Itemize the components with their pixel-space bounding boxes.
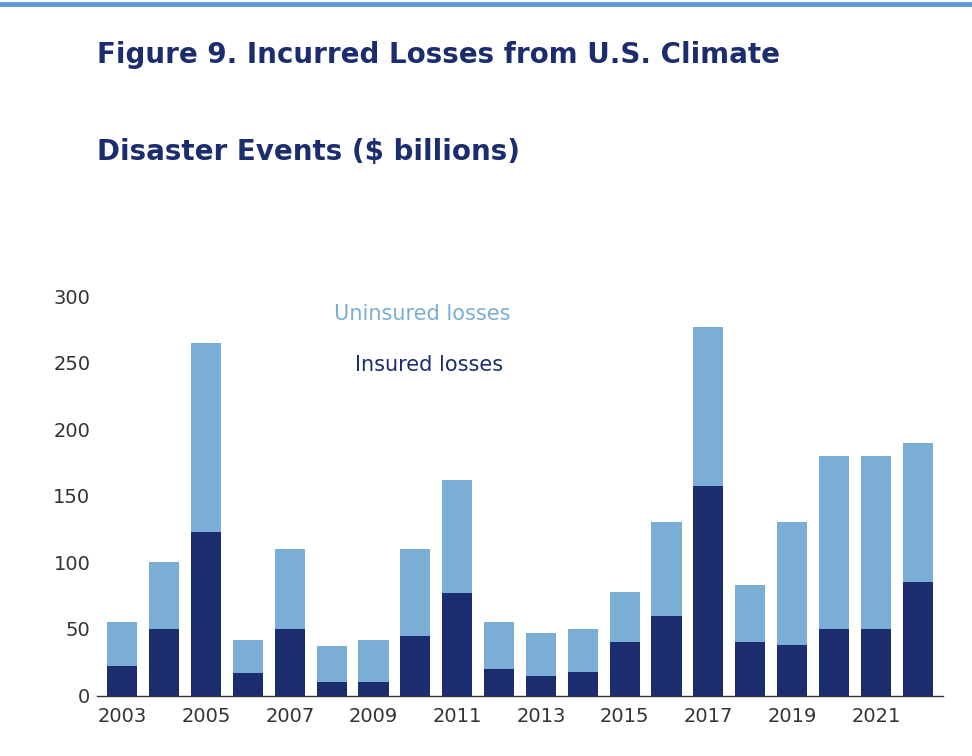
Bar bbox=[317, 682, 347, 696]
Bar bbox=[275, 629, 305, 696]
Bar bbox=[568, 629, 598, 671]
Bar bbox=[861, 456, 891, 629]
Text: Figure 9. Incurred Losses from U.S. Climate: Figure 9. Incurred Losses from U.S. Clim… bbox=[97, 41, 781, 69]
Bar bbox=[191, 531, 221, 696]
Bar bbox=[359, 640, 389, 682]
Bar bbox=[442, 480, 472, 593]
Bar bbox=[359, 682, 389, 696]
Bar bbox=[149, 562, 179, 629]
Bar bbox=[526, 676, 556, 696]
Bar bbox=[651, 615, 681, 696]
Bar bbox=[735, 643, 765, 696]
Text: Uninsured losses: Uninsured losses bbox=[334, 303, 510, 324]
Bar bbox=[819, 456, 850, 629]
Bar bbox=[526, 633, 556, 676]
Bar bbox=[400, 549, 431, 636]
Bar bbox=[609, 643, 640, 696]
Bar bbox=[693, 486, 723, 696]
Bar bbox=[400, 636, 431, 696]
Bar bbox=[442, 593, 472, 696]
Bar bbox=[693, 327, 723, 486]
Bar bbox=[819, 629, 850, 696]
Bar bbox=[861, 629, 891, 696]
Bar bbox=[568, 671, 598, 696]
Bar bbox=[191, 342, 221, 531]
Bar bbox=[777, 645, 807, 696]
Bar bbox=[651, 522, 681, 615]
Bar bbox=[107, 666, 137, 696]
Text: Insured losses: Insured losses bbox=[355, 355, 503, 375]
Bar bbox=[233, 673, 263, 696]
Text: Disaster Events ($ billions): Disaster Events ($ billions) bbox=[97, 138, 520, 166]
Bar bbox=[317, 646, 347, 682]
Bar bbox=[903, 442, 933, 582]
Bar bbox=[777, 522, 807, 645]
Bar bbox=[484, 669, 514, 696]
Bar bbox=[609, 592, 640, 643]
Bar bbox=[149, 629, 179, 696]
Bar bbox=[735, 585, 765, 643]
Bar bbox=[107, 622, 137, 666]
Bar bbox=[903, 582, 933, 696]
Bar bbox=[484, 622, 514, 669]
Bar bbox=[275, 549, 305, 629]
Bar bbox=[233, 640, 263, 673]
